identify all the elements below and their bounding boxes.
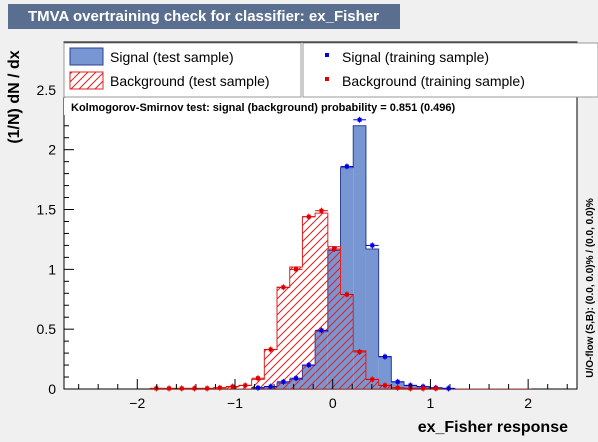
background-test-bar — [340, 294, 354, 389]
signal-train-point — [446, 386, 451, 391]
background-train-point — [243, 383, 248, 388]
legend-signal-train-marker — [325, 53, 329, 57]
y-tick-label: 2.5 — [37, 82, 57, 98]
background-train-point — [306, 214, 311, 219]
signal-train-point — [281, 379, 286, 384]
y-tick-label: 0.5 — [37, 321, 57, 337]
x-axis-label: ex_Fisher response — [418, 419, 568, 436]
signal-train-point — [357, 117, 362, 122]
background-train-point — [319, 208, 324, 213]
background-test-bar — [251, 379, 265, 389]
legend-signal-train-label: Signal (training sample) — [342, 49, 489, 65]
signal-test-bar — [378, 356, 392, 389]
signal-test-bar — [365, 249, 379, 389]
background-train-point — [205, 386, 210, 391]
y-tick-label: 1.5 — [37, 202, 57, 218]
background-train-point — [167, 386, 172, 391]
signal-train-point — [294, 376, 299, 381]
background-test-bar — [353, 350, 366, 389]
legend-background-test-label: Background (test sample) — [110, 73, 270, 89]
signal-train-point — [319, 328, 324, 333]
background-train-point — [344, 292, 349, 297]
signal-train-point — [306, 363, 311, 368]
background-train-point — [421, 386, 426, 391]
chart-title: TMVA overtraining check for classifier: … — [8, 4, 400, 29]
background-train-point — [230, 384, 235, 389]
signal-train-point — [395, 379, 400, 384]
background-train-point — [433, 386, 438, 391]
x-tick-label: −1 — [227, 395, 243, 411]
background-test-bar — [264, 349, 278, 389]
y-tick-label: 2 — [48, 142, 56, 158]
background-train-point — [395, 385, 400, 390]
x-tick-label: 0 — [329, 395, 337, 411]
background-train-point — [281, 285, 286, 290]
background-test-bar — [315, 213, 328, 389]
axes-layer: −2 −1 0 1 2 0 0.5 1 1.5 2 2.5 — [37, 41, 568, 411]
y-tick-label: 1 — [48, 261, 56, 277]
overflow-side-text: U/O-flow (S,B): (0.0, 0.0)% / (0.0, 0.0)… — [585, 198, 596, 378]
x-tick-label: 1 — [427, 395, 435, 411]
background-train-point — [357, 349, 362, 354]
background-train-point — [332, 247, 337, 252]
y-axis-label: (1/N) dN / dx — [6, 50, 23, 143]
legend-right-box — [302, 42, 598, 98]
background-test-bar — [277, 287, 290, 389]
legend-background-test-swatch — [69, 71, 104, 90]
background-train-point — [179, 386, 184, 391]
x-tick-label: −2 — [129, 395, 145, 411]
background-train-point — [370, 377, 375, 382]
legend-signal-test-label: Signal (test sample) — [110, 49, 234, 65]
background-test-bar — [327, 246, 341, 389]
signal-train-point — [382, 354, 387, 359]
ks-text-bg — [64, 98, 553, 115]
background-train-point — [192, 386, 197, 391]
x-tick-label: 2 — [524, 395, 532, 411]
legend-signal-test-swatch — [69, 47, 104, 66]
signal-test-bar — [353, 125, 366, 389]
ks-test-text: Kolmogorov-Smirnov test: signal (backgro… — [71, 102, 455, 114]
signal-train-point — [255, 385, 260, 390]
background-train-point — [268, 347, 273, 352]
background-train-point — [294, 267, 299, 272]
background-train-point — [382, 383, 387, 388]
background-train-point — [217, 385, 222, 390]
y-tick-label: 0 — [48, 381, 56, 397]
legend-background-train-marker — [325, 77, 329, 81]
signal-train-point — [344, 164, 349, 169]
background-test-bar — [289, 266, 303, 389]
background-train-point — [255, 376, 260, 381]
background-test-bar — [302, 216, 316, 389]
signal-train-point — [268, 384, 273, 389]
signal-train-point — [370, 243, 375, 248]
legend-background-train-label: Background (training sample) — [342, 73, 525, 89]
